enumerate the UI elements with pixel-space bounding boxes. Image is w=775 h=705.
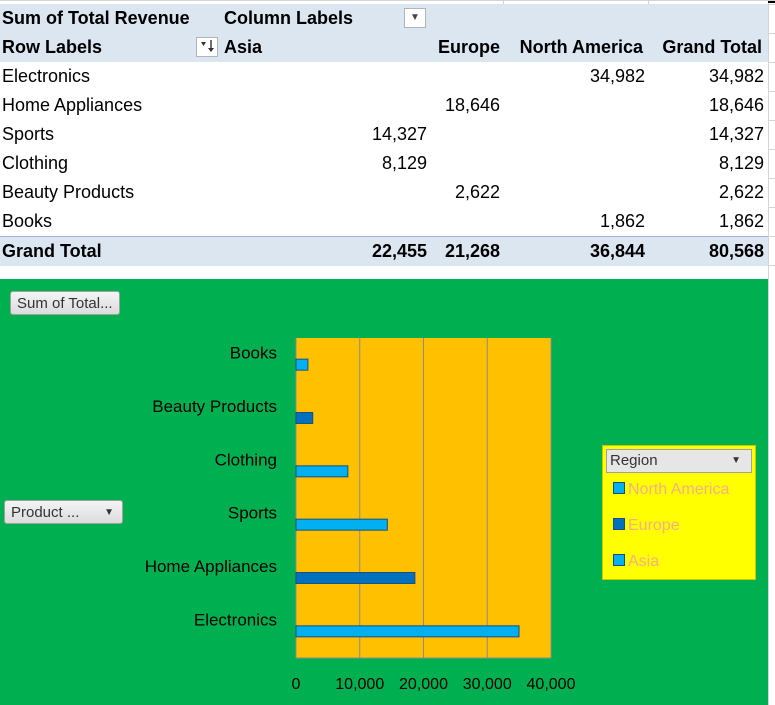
category-axis-labels: Electronics Home Appliances Sports Clothing… bbox=[145, 344, 277, 630]
bar-asia[interactable] bbox=[295, 465, 349, 478]
bar-north-america[interactable] bbox=[295, 358, 309, 371]
legend-label: North America bbox=[628, 481, 730, 498]
row-label[interactable]: Books bbox=[2, 211, 53, 231]
legend-label: Asia bbox=[628, 553, 660, 570]
legend-field-button[interactable]: Region ▼ bbox=[606, 449, 752, 473]
cell-europe[interactable]: 18,646 bbox=[444, 95, 500, 115]
legend-item-europe[interactable]: Europe bbox=[613, 517, 680, 535]
cell-europe[interactable] bbox=[400, 149, 500, 178]
row-labels-sort-filter-button[interactable] bbox=[196, 37, 218, 57]
value-axis-tick-label: 40,000 bbox=[527, 676, 576, 693]
legend-field-label: Region bbox=[610, 452, 658, 469]
total-asia[interactable]: 22,455 bbox=[371, 241, 427, 261]
axis-field-label: Product ... bbox=[11, 504, 80, 521]
total-grand-total[interactable]: 80,568 bbox=[708, 241, 764, 261]
chevron-down-icon: ▼ bbox=[104, 507, 114, 518]
row-labels-header[interactable]: Row Labels bbox=[2, 37, 103, 57]
pivot-row[interactable]: Beauty Products 2,622 2,622 bbox=[0, 178, 768, 207]
pivot-row[interactable]: Sports 14,327 14,327 bbox=[0, 120, 768, 149]
cell-europe[interactable] bbox=[400, 120, 500, 149]
value-axis-tick-label: 30,000 bbox=[463, 676, 512, 693]
pivot-row[interactable]: Electronics 34,982 34,982 bbox=[0, 62, 768, 91]
col-header-europe[interactable]: Europe bbox=[437, 37, 500, 57]
row-label[interactable]: Home Appliances bbox=[2, 95, 143, 115]
pivot-row[interactable]: Home Appliances 18,646 18,646 bbox=[0, 91, 768, 120]
cell-asia[interactable]: 14,327 bbox=[371, 124, 427, 144]
cell-north-america[interactable]: 34,982 bbox=[589, 66, 645, 86]
pivot-header-row-1: Sum of Total Revenue Column Labels ▼ bbox=[0, 4, 768, 34]
cell-grand-total[interactable]: 2,622 bbox=[718, 182, 764, 202]
chart-gridlines bbox=[295, 338, 552, 659]
chevron-down-icon: ▼ bbox=[731, 455, 741, 466]
chart-legend[interactable]: Region ▼ North America Europe Asia bbox=[602, 445, 756, 580]
legend-swatch bbox=[613, 553, 625, 566]
cell-grand-total[interactable]: 1,862 bbox=[718, 211, 764, 231]
pivot-row[interactable]: Books 1,862 1,862 bbox=[0, 207, 768, 236]
bar-chart[interactable]: Electronics Home Appliances Sports Clothing… bbox=[0, 279, 768, 705]
cell-europe[interactable] bbox=[400, 207, 500, 236]
grand-total-label[interactable]: Grand Total bbox=[2, 241, 102, 261]
column-labels-header[interactable]: Column Labels bbox=[224, 8, 354, 28]
bar-europe[interactable] bbox=[295, 412, 314, 424]
legend-swatch bbox=[613, 517, 625, 530]
value-field-button[interactable]: Sum of Total... bbox=[10, 291, 120, 315]
legend-item-north-america[interactable]: North America bbox=[613, 481, 729, 499]
cell-north-america[interactable] bbox=[500, 178, 645, 207]
col-header-grand-total[interactable]: Grand Total bbox=[662, 37, 762, 57]
cell-asia[interactable]: 8,129 bbox=[381, 153, 427, 173]
category-axis-label: Sports bbox=[228, 504, 277, 523]
category-axis-label: Electronics bbox=[194, 610, 277, 629]
value-axis-tick-label: 20,000 bbox=[399, 676, 448, 693]
cell-grand-total[interactable]: 14,327 bbox=[708, 124, 764, 144]
legend-label: Europe bbox=[628, 517, 680, 534]
col-header-north-america[interactable]: North America bbox=[519, 37, 643, 57]
cell-north-america[interactable] bbox=[500, 149, 645, 178]
cell-grand-total[interactable]: 8,129 bbox=[718, 153, 764, 173]
pivot-grand-total-row[interactable]: Grand Total 22,455 21,268 36,844 80,568 bbox=[0, 236, 768, 266]
category-axis-label: Home Appliances bbox=[145, 557, 277, 576]
row-label[interactable]: Sports bbox=[2, 124, 55, 144]
chart-bars bbox=[295, 358, 520, 638]
cell-grand-total[interactable]: 34,982 bbox=[708, 66, 764, 86]
pivot-header-row-2: Row Labels Asia Europe North America Gra… bbox=[0, 33, 768, 62]
axis-field-button[interactable]: Product ... ▼ bbox=[4, 500, 123, 524]
row-label[interactable]: Beauty Products bbox=[2, 182, 135, 202]
cell-north-america[interactable]: 1,862 bbox=[599, 211, 645, 231]
pivot-row[interactable]: Clothing 8,129 8,129 bbox=[0, 149, 768, 178]
cell-europe[interactable] bbox=[400, 62, 500, 91]
category-axis-label: Clothing bbox=[215, 450, 277, 469]
total-europe[interactable]: 21,268 bbox=[444, 241, 500, 261]
row-label[interactable]: Electronics bbox=[2, 66, 91, 86]
value-axis-tick-label: 10,000 bbox=[335, 676, 384, 693]
cell-north-america[interactable] bbox=[500, 120, 645, 149]
column-labels-filter-button[interactable]: ▼ bbox=[404, 8, 426, 28]
total-north-america[interactable]: 36,844 bbox=[589, 241, 645, 261]
cell-europe[interactable]: 2,622 bbox=[454, 182, 500, 202]
bar-asia[interactable] bbox=[295, 518, 388, 531]
bar-europe[interactable] bbox=[295, 572, 416, 584]
sort-descending-icon bbox=[201, 40, 214, 52]
value-axis-labels: 0 10,000 20,000 30,000 40,000 bbox=[292, 676, 576, 693]
cell-north-america[interactable] bbox=[500, 91, 645, 120]
bar-north-america[interactable] bbox=[295, 625, 520, 638]
cell-grand-total[interactable]: 18,646 bbox=[708, 95, 764, 115]
value-axis-tick-label: 0 bbox=[292, 676, 301, 693]
row-label[interactable]: Clothing bbox=[2, 153, 69, 173]
legend-item-asia[interactable]: Asia bbox=[613, 553, 659, 571]
legend-swatch bbox=[613, 481, 625, 494]
pivot-value-field-title[interactable]: Sum of Total Revenue bbox=[2, 8, 190, 28]
col-header-asia[interactable]: Asia bbox=[224, 37, 263, 57]
category-axis-label: Beauty Products bbox=[152, 397, 277, 416]
category-axis-label: Books bbox=[230, 344, 277, 363]
